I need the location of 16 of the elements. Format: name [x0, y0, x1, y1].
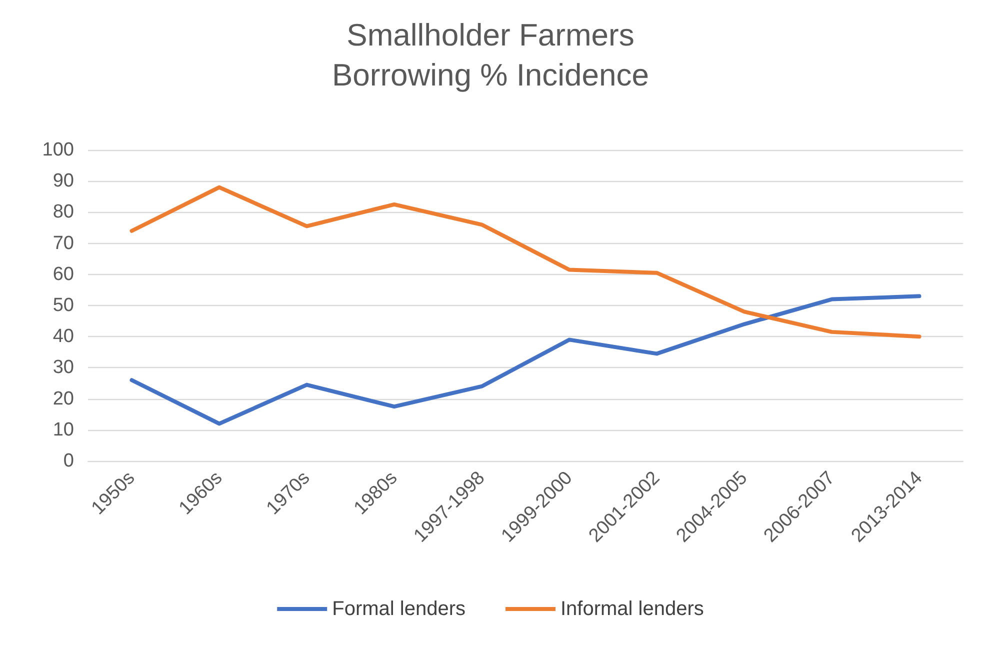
y-tick-label: 80 [52, 202, 74, 223]
y-tick-label: 10 [52, 419, 74, 440]
y-tick-label: 40 [52, 326, 74, 348]
y-tick-label: 60 [52, 264, 74, 285]
y-tick-label: 50 [52, 295, 74, 316]
y-tick-label: 30 [52, 357, 74, 378]
legend-label: Informal lenders [560, 598, 704, 620]
line-series [130, 294, 922, 426]
y-tick-label: 70 [52, 232, 74, 254]
y-tick-label: 90 [52, 170, 74, 192]
y-tick-label: 20 [52, 388, 74, 410]
legend-label: Formal lenders [332, 598, 466, 620]
y-tick-label: 0 [63, 450, 74, 472]
y-tick-label: 100 [42, 140, 74, 160]
line-series [130, 185, 922, 339]
chart-title: Smallholder Farmers Borrowing % Incidence [332, 18, 650, 92]
